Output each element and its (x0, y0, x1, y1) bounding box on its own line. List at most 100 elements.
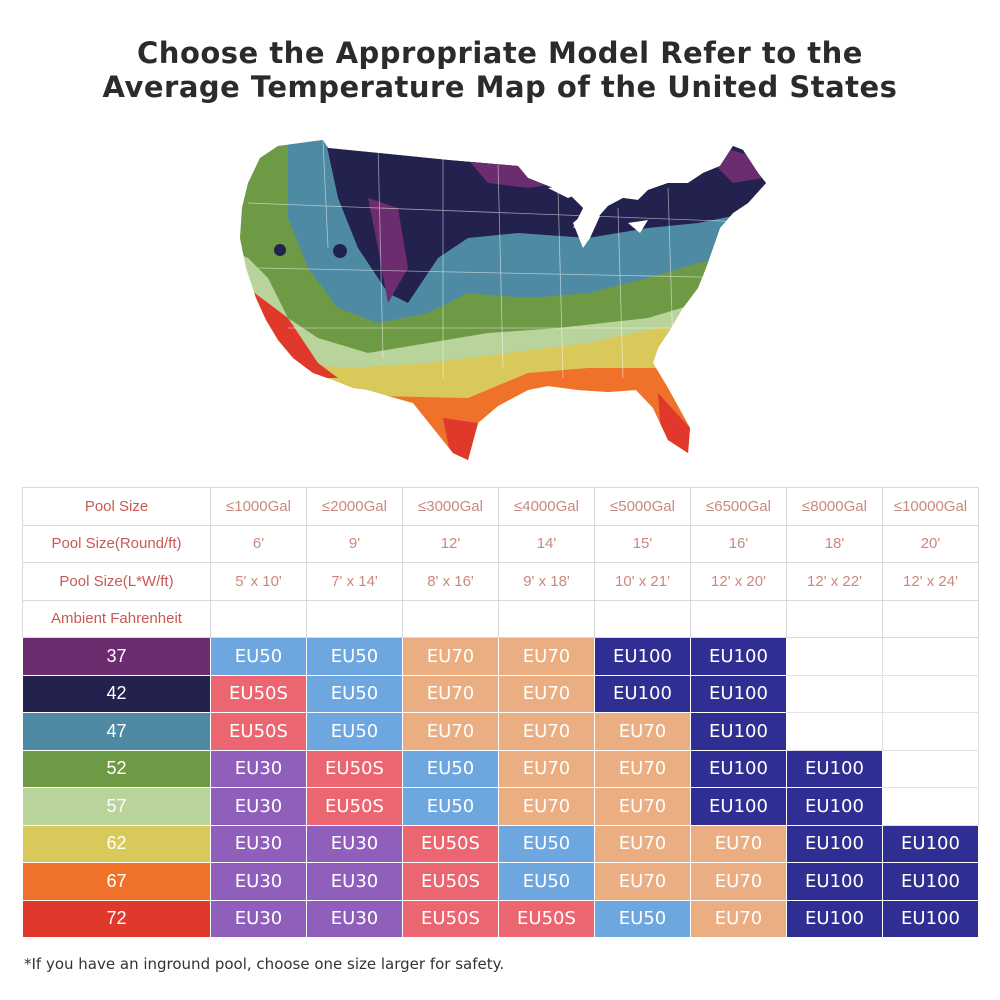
temperature-cell: 57 (22, 787, 211, 826)
header-cell: ≤6500Gal (690, 487, 787, 526)
table-row: 72 EU30 EU30 EU50S EU50S EU50 EU70 EU100 EU100 (22, 899, 979, 938)
model-cell: EU70 (594, 787, 691, 826)
header-cell: ≤8000Gal (786, 487, 883, 526)
header-row-label: Ambient Fahrenheit (22, 599, 211, 638)
header-cell: 12' x 24' (882, 562, 979, 601)
model-cell: EU70 (594, 749, 691, 788)
model-cell: EU100 (786, 824, 883, 863)
model-cell: EU100 (690, 712, 787, 751)
header-cell: ≤1000Gal (210, 487, 307, 526)
model-cell: EU30 (210, 824, 307, 863)
model-cell: EU70 (498, 674, 595, 713)
header-cell (498, 599, 595, 638)
header-cell (882, 599, 979, 638)
model-cell: EU30 (210, 899, 307, 938)
table-row: 37 EU50 EU50 EU70 EU70 EU100 EU100 (22, 637, 979, 676)
empty-cell (882, 787, 979, 826)
header-cell (402, 599, 499, 638)
model-cell: EU70 (402, 674, 499, 713)
title-line-1: Choose the Appropriate Model Refer to th… (137, 36, 863, 70)
model-cell: EU30 (210, 787, 307, 826)
header-row-label: Pool Size(L*W/ft) (22, 562, 211, 601)
header-cell: 9' (306, 524, 403, 563)
model-cell: EU30 (210, 749, 307, 788)
table-row: 67 EU30 EU30 EU50S EU50 EU70 EU70 EU100 EU100 (22, 862, 979, 901)
header-cell: 9' x 18' (498, 562, 595, 601)
header-cell: 12' (402, 524, 499, 563)
model-cell: EU50S (402, 862, 499, 901)
temperature-cell: 37 (22, 637, 211, 676)
model-cell: EU50S (402, 899, 499, 938)
model-cell: EU50S (498, 899, 595, 938)
model-cell: EU50 (498, 824, 595, 863)
table-row: 62 EU30 EU30 EU50S EU50 EU70 EU70 EU100 EU100 (22, 824, 979, 863)
header-cell: 5' x 10' (210, 562, 307, 601)
model-cell: EU100 (690, 637, 787, 676)
temperature-cell: 67 (22, 862, 211, 901)
header-cell: ≤5000Gal (594, 487, 691, 526)
us-temperature-map (240, 140, 766, 460)
model-cell: EU100 (786, 899, 883, 938)
header-cell: 15' (594, 524, 691, 563)
model-cell: EU50S (306, 787, 403, 826)
header-cell: 6' (210, 524, 307, 563)
model-cell: EU70 (498, 637, 595, 676)
model-cell: EU50 (402, 787, 499, 826)
model-cell: EU70 (498, 712, 595, 751)
model-cell: EU30 (306, 824, 403, 863)
model-cell: EU70 (402, 712, 499, 751)
header-cell (690, 599, 787, 638)
empty-cell (882, 674, 979, 713)
header-cell: 20' (882, 524, 979, 563)
header-cell: ≤4000Gal (498, 487, 595, 526)
model-cell: EU30 (306, 899, 403, 938)
temperature-cell: 62 (22, 824, 211, 863)
header-cell: ≤2000Gal (306, 487, 403, 526)
model-cell: EU50S (402, 824, 499, 863)
model-cell: EU70 (498, 787, 595, 826)
model-cell: EU100 (690, 787, 787, 826)
title-line-2: Average Temperature Map of the United St… (102, 70, 898, 104)
empty-cell (786, 712, 883, 751)
model-cell: EU100 (690, 674, 787, 713)
model-cell: EU30 (210, 862, 307, 901)
model-cell: EU100 (786, 787, 883, 826)
model-cell: EU100 (882, 862, 979, 901)
empty-cell (882, 712, 979, 751)
temperature-cell: 72 (22, 899, 211, 938)
model-cell: EU50 (402, 749, 499, 788)
model-cell: EU70 (594, 824, 691, 863)
model-cell: EU70 (594, 862, 691, 901)
model-cell: EU70 (690, 899, 787, 938)
header-row: Pool Size(Round/ft) 6' 9' 12' 14' 15' 16' 18' 20… (22, 524, 979, 563)
header-row: Pool Size ≤1000Gal ≤2000Gal ≤3000Gal ≤4000Ga… (22, 487, 979, 526)
header-cell: ≤3000Gal (402, 487, 499, 526)
model-cell: EU50S (306, 749, 403, 788)
header-cell: 18' (786, 524, 883, 563)
header-cell: 12' x 20' (690, 562, 787, 601)
header-cell: 8' x 16' (402, 562, 499, 601)
model-cell: EU70 (498, 749, 595, 788)
header-cell: 16' (690, 524, 787, 563)
model-cell: EU50 (306, 637, 403, 676)
model-cell: EU50 (210, 637, 307, 676)
model-cell: EU100 (882, 899, 979, 938)
header-cell (594, 599, 691, 638)
model-cell: EU100 (594, 637, 691, 676)
page-title: Choose the Appropriate Model Refer to th… (0, 36, 1000, 104)
model-cell: EU100 (594, 674, 691, 713)
header-row-label: Pool Size(Round/ft) (22, 524, 211, 563)
header-row-label: Pool Size (22, 487, 211, 526)
empty-cell (786, 674, 883, 713)
model-cell: EU50S (210, 674, 307, 713)
empty-cell (882, 749, 979, 788)
table-row: 47 EU50S EU50 EU70 EU70 EU70 EU100 (22, 712, 979, 751)
header-cell: 14' (498, 524, 595, 563)
empty-cell (882, 637, 979, 676)
model-cell: EU100 (882, 824, 979, 863)
model-cell: EU50S (210, 712, 307, 751)
header-cell (210, 599, 307, 638)
header-cell: 7' x 14' (306, 562, 403, 601)
model-cell: EU50 (306, 712, 403, 751)
model-cell: EU70 (690, 824, 787, 863)
